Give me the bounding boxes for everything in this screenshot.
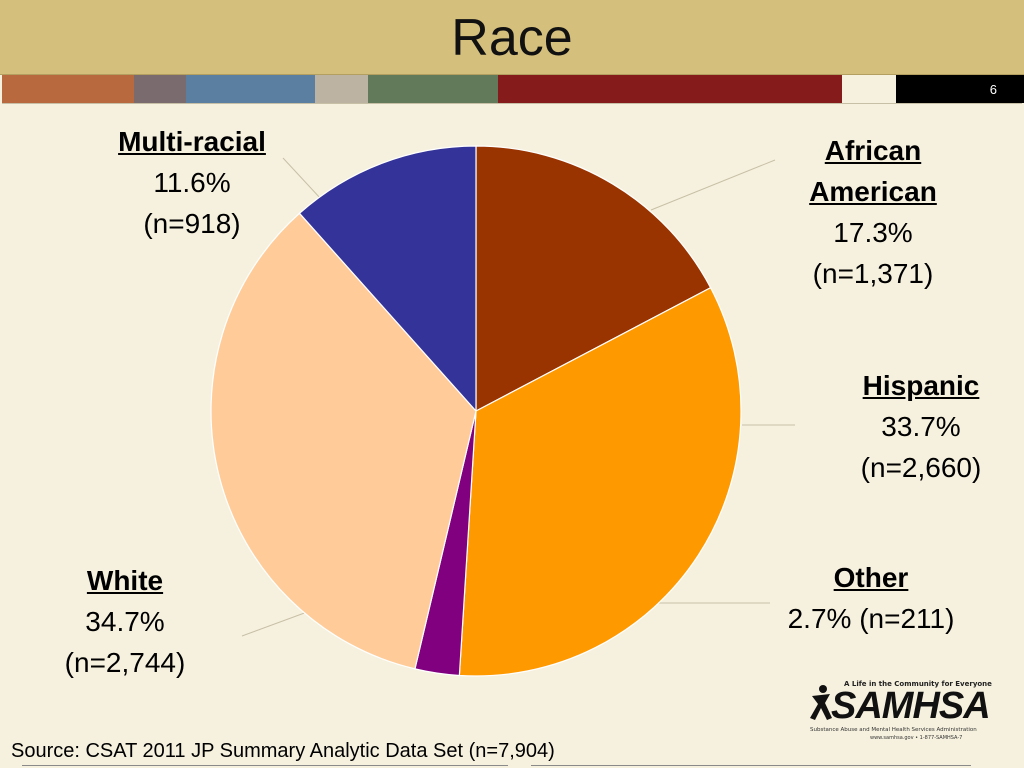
label-african-american-name-1: African [824, 135, 922, 166]
logo-url: www.samhsa.gov • 1-877-SAMHSA-7 [870, 735, 963, 741]
logo-wordmark: SAMHSA [831, 685, 991, 727]
label-multi-racial: Multi-racial 11.6% (n=918) [92, 121, 292, 244]
leader-line-multi-racial [282, 157, 322, 200]
label-african-american: African American 17.3% (n=1,371) [782, 130, 964, 294]
label-hispanic-percent: 33.7% [881, 411, 961, 442]
label-multi-racial-percent: 11.6% [153, 167, 231, 198]
page-number-box: 6 [896, 75, 1024, 103]
source-underline-right [531, 765, 971, 766]
label-other-percent: 2.7% (n=211) [787, 603, 955, 634]
source-note: Source: CSAT 2011 JP Summary Analytic Da… [11, 740, 555, 762]
color-stripe-1 [2, 75, 134, 103]
pie-slice-multi-racial [298, 145, 477, 413]
label-african-american-percent: 17.3% [833, 217, 913, 248]
samhsa-logo: A Life in the Community for Everyone SAM… [806, 680, 992, 744]
label-other-name: Other [833, 562, 909, 593]
label-white-name: White [86, 565, 164, 596]
label-white: White 34.7% (n=2,744) [40, 560, 210, 683]
label-white-n: (n=2,744) [64, 647, 186, 678]
label-multi-racial-name: Multi-racial [118, 126, 266, 157]
pie-slice-hispanic [458, 286, 742, 677]
color-stripe-3 [186, 75, 315, 103]
pie-slice-white [210, 212, 477, 670]
color-stripe-4 [315, 75, 368, 103]
header-divider [2, 103, 1022, 104]
leader-line-african-american [650, 159, 776, 211]
page-number: 6 [989, 82, 997, 97]
color-stripe-6 [498, 75, 842, 103]
label-hispanic: Hispanic 33.7% (n=2,660) [836, 365, 1006, 488]
title-bar [0, 0, 1024, 75]
label-african-american-n: (n=1,371) [812, 258, 934, 289]
color-stripe-2 [134, 75, 186, 103]
logo-tagline: A Life in the Community for Everyone [844, 680, 992, 688]
logo-subtitle: Substance Abuse and Mental Health Servic… [810, 727, 977, 733]
person-figure-icon [810, 685, 832, 720]
label-multi-racial-n: (n=918) [143, 208, 241, 239]
source-underline-left [22, 765, 508, 766]
label-hispanic-name: Hispanic [862, 370, 980, 401]
pie-slice-african-american [475, 145, 712, 412]
label-hispanic-n: (n=2,660) [860, 452, 982, 483]
label-white-percent: 34.7% [85, 606, 165, 637]
leader-lines [241, 157, 795, 637]
label-other: Other 2.7% (n=211) [760, 557, 982, 639]
label-african-american-name-2: American [809, 176, 937, 207]
slide-title: Race [451, 9, 573, 67]
color-stripe-5 [368, 75, 498, 103]
